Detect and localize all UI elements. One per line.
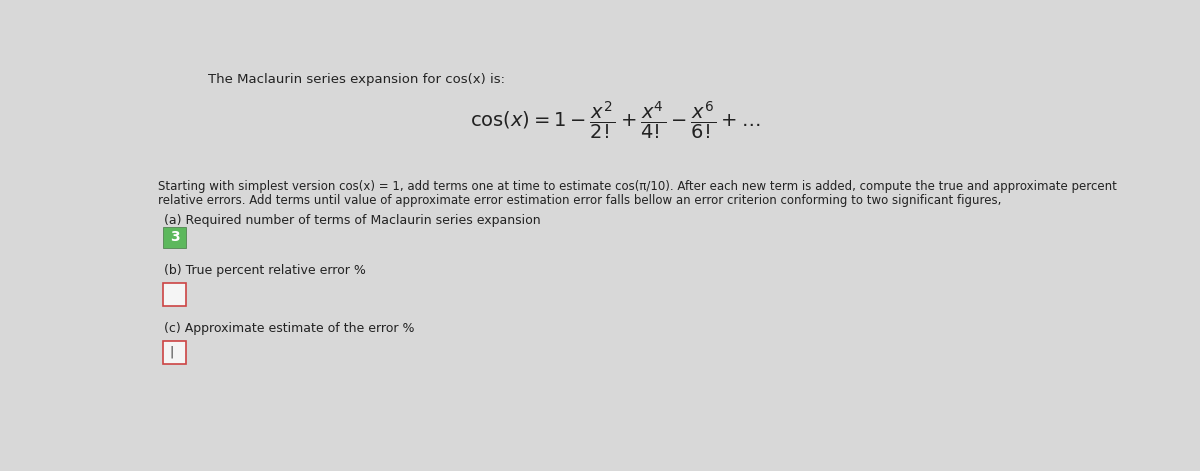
Text: (b) True percent relative error %: (b) True percent relative error %	[164, 264, 366, 277]
Text: (a) Required number of terms of Maclaurin series expansion: (a) Required number of terms of Maclauri…	[164, 214, 540, 227]
Text: Starting with simplest version cos(x) = 1, add terms one at time to estimate cos: Starting with simplest version cos(x) = …	[157, 180, 1117, 193]
Text: The Maclaurin series expansion for cos(x) is:: The Maclaurin series expansion for cos(x…	[208, 73, 505, 87]
Text: relative errors. Add terms until value of approximate error estimation error fal: relative errors. Add terms until value o…	[157, 194, 1001, 207]
FancyBboxPatch shape	[163, 227, 186, 248]
Text: 3: 3	[170, 230, 180, 244]
Text: (c) Approximate estimate of the error %: (c) Approximate estimate of the error %	[164, 322, 414, 335]
Text: $\mathrm{cos}(x) = 1 - \dfrac{x^2}{2!} + \dfrac{x^4}{4!} - \dfrac{x^6}{6!} + \ld: $\mathrm{cos}(x) = 1 - \dfrac{x^2}{2!} +…	[470, 99, 760, 141]
Text: |: |	[169, 346, 174, 359]
FancyBboxPatch shape	[163, 283, 186, 306]
FancyBboxPatch shape	[163, 341, 186, 364]
